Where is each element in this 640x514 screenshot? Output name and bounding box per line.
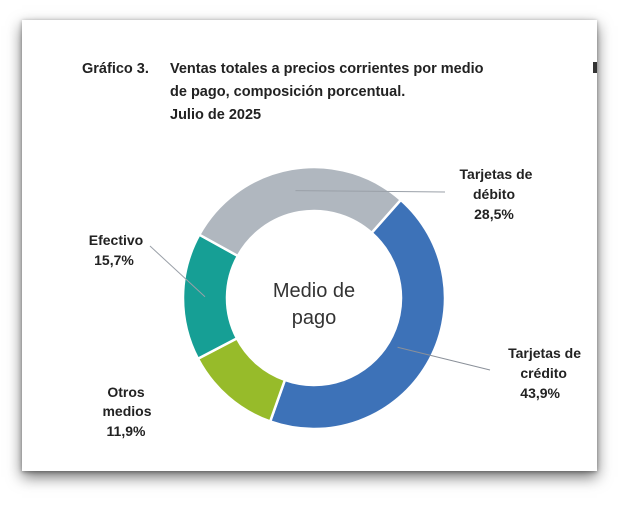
center-label-line-2: pago bbox=[292, 307, 337, 329]
leader-line-credito bbox=[397, 346, 491, 371]
label-efectivo-name: Efectivo bbox=[89, 232, 143, 248]
chart-title-text: Ventas totales a precios corrientes por … bbox=[170, 58, 582, 127]
center-label-line-1: Medio de bbox=[273, 280, 355, 302]
label-efectivo-value: 15,7% bbox=[94, 252, 134, 268]
title-line-3: Julio de 2025 bbox=[170, 107, 262, 123]
label-otros-name-2: medios bbox=[102, 403, 151, 419]
label-credito-value: 43,9% bbox=[520, 385, 560, 401]
label-credito-name-2: crédito bbox=[520, 365, 567, 381]
title-line-1: Ventas totales a precios corrientes por … bbox=[170, 61, 484, 77]
chart-title: Gráfico 3. Ventas totales a precios corr… bbox=[82, 58, 582, 127]
chart-slices bbox=[181, 165, 447, 431]
leader-line-debito bbox=[295, 190, 446, 193]
slice-credito bbox=[268, 198, 447, 431]
slice-debito bbox=[197, 165, 403, 258]
leader-lines bbox=[149, 190, 491, 371]
label-debito-name-2: débito bbox=[473, 186, 515, 202]
label-credito-name-1: Tarjetas de bbox=[508, 345, 581, 361]
clipped-edge-mark bbox=[593, 62, 597, 73]
label-debito-value: 28,5% bbox=[474, 206, 514, 222]
slice-efectivo bbox=[181, 232, 240, 361]
label-debito-name-1: Tarjetas de bbox=[460, 166, 533, 182]
leader-line-efectivo bbox=[149, 245, 206, 298]
label-otros-name-1: Otros bbox=[107, 384, 145, 400]
label-otros-value: 11,9% bbox=[107, 423, 146, 439]
chart-number: Gráfico 3. bbox=[82, 61, 149, 77]
title-line-2: de pago, composición porcentual. bbox=[170, 84, 406, 100]
